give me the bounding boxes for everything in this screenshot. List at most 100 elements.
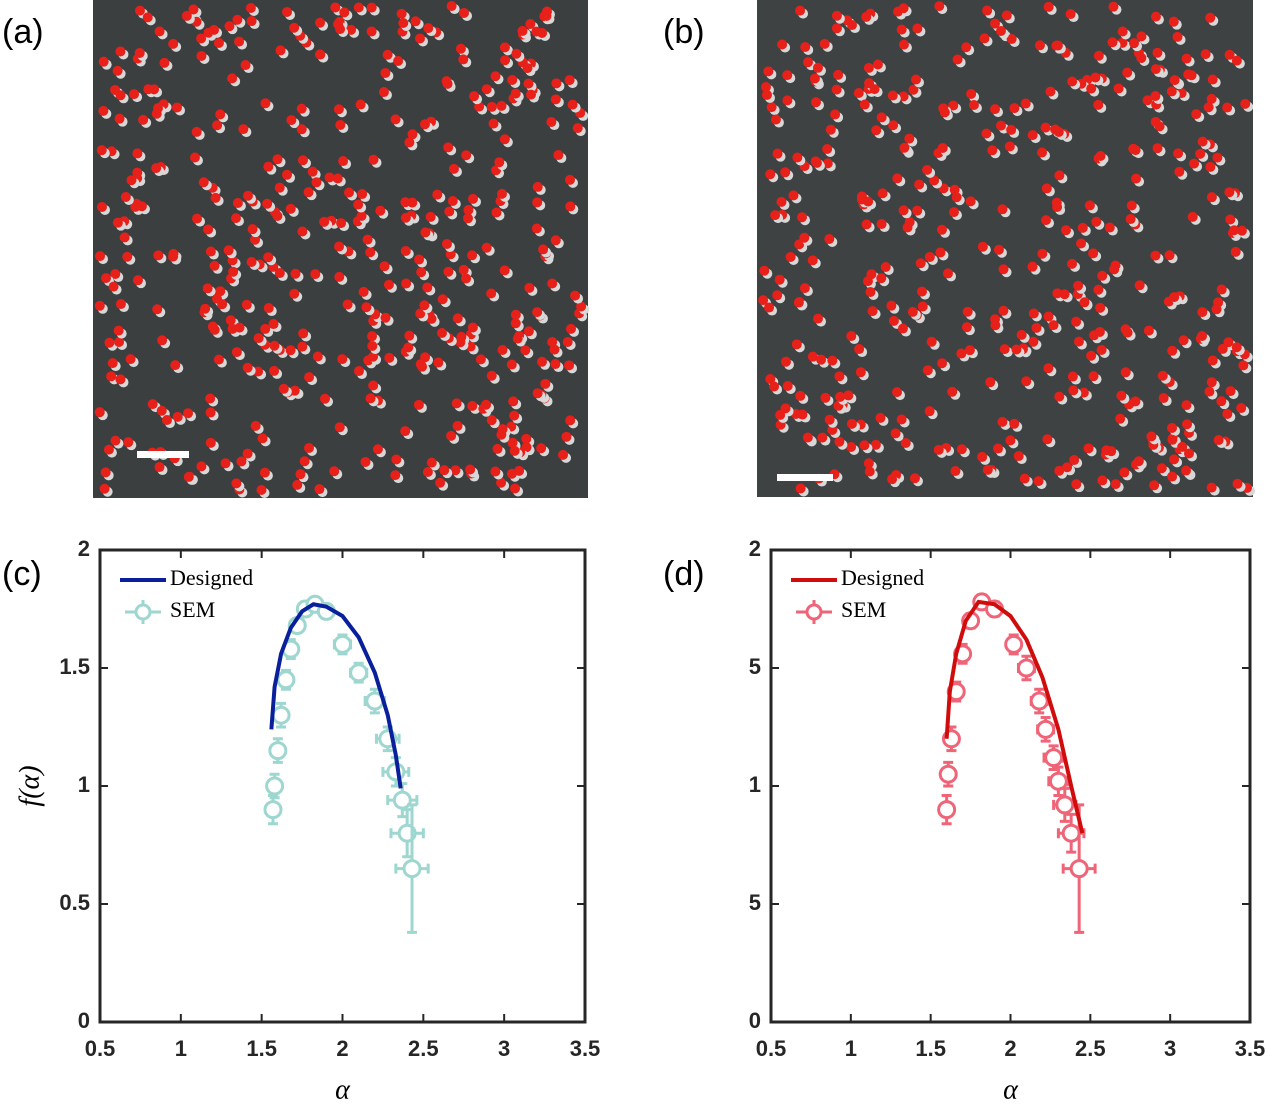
particle [1183,448,1194,459]
particle [1086,350,1097,361]
particle [134,47,145,58]
particle [982,5,993,16]
particle [414,254,425,265]
y-tick-label: 1.5 [59,654,90,679]
particle [876,112,887,123]
particle [357,189,368,200]
particle [247,224,258,235]
particle [1136,31,1147,42]
particle [979,33,990,44]
particle [99,483,110,494]
particle [272,154,283,165]
particle [792,152,803,163]
particle [570,290,581,301]
particle [827,424,838,435]
data-point [271,705,291,725]
particle [366,26,377,37]
particle [917,301,928,312]
particle [98,56,109,67]
particle [463,204,474,215]
x-tick-label: 2 [336,1036,348,1061]
particle [250,420,261,431]
particle [108,281,119,292]
particle [297,226,308,237]
x-tick-label: 1.5 [246,1036,277,1061]
particle [415,308,426,319]
particle [1181,400,1192,411]
particle [508,396,519,407]
particle [1168,16,1179,27]
particle [329,466,340,477]
particle [924,251,935,262]
particle [1067,371,1078,382]
particle [443,142,454,153]
particle [227,73,238,84]
particle [119,232,130,243]
particle [319,216,330,227]
particle [811,157,822,168]
particle [1117,26,1128,37]
particle [1053,126,1064,137]
particle [896,414,907,425]
particle [253,333,264,344]
particle [303,442,314,453]
particle [496,100,507,111]
particle [151,108,162,119]
particle [812,313,823,324]
y-tick-label: 0 [749,1008,761,1033]
particle [1001,10,1012,21]
particle [1211,304,1222,315]
particle [791,339,802,350]
particle [776,196,787,207]
particle [822,144,833,155]
particle [886,300,897,311]
particle [134,5,145,16]
particle [257,433,268,444]
particle [467,322,478,333]
particle [262,198,273,209]
particle [835,391,846,402]
particle [911,74,922,85]
particle [565,415,576,426]
particle [224,21,235,32]
particle [358,286,369,297]
particle [486,415,497,426]
particle [1093,50,1104,61]
particle [952,54,963,65]
particle [253,366,264,377]
particle [1084,200,1095,211]
particle [521,433,532,444]
particle [1054,391,1065,402]
particle [422,467,433,478]
particle [510,309,521,320]
particle [491,207,502,218]
particle [1011,344,1022,355]
particle [1027,130,1038,141]
y-tick-label: 1 [749,772,761,797]
particle [912,23,923,34]
particle [1094,326,1105,337]
particle [831,10,842,21]
particle [904,133,915,144]
particle [1052,288,1063,299]
particle [110,269,121,280]
particle [426,313,437,324]
particle [444,206,455,217]
particle [933,444,944,455]
particle [846,418,857,429]
particle [1122,67,1133,78]
particle [372,444,383,455]
particle [465,464,476,475]
particle [765,373,776,384]
particle [907,306,918,317]
particle [132,148,143,159]
particle [443,266,454,277]
particle [172,102,183,113]
particle [1052,40,1063,51]
particle [876,219,887,230]
particle [435,477,446,488]
particle [188,4,199,15]
particle [230,213,241,224]
particle [250,234,261,245]
particle [822,158,833,169]
